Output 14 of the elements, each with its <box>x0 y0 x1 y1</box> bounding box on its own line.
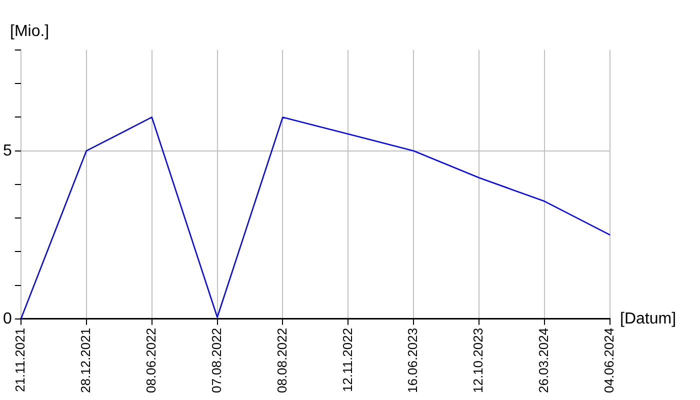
x-tick-label: 08.08.2022 <box>274 328 290 394</box>
x-tick-label: 28.12.2021 <box>78 328 93 394</box>
x-axis-title: [Datum] <box>620 310 676 328</box>
x-tick-label: 12.10.2023 <box>470 328 486 394</box>
y-tick-label: 0 <box>2 310 12 328</box>
x-tick-label: 08.06.2022 <box>143 328 158 394</box>
y-axis-title: [Mio.] <box>10 23 50 40</box>
x-tick-label: 07.08.2022 <box>208 328 224 394</box>
x-tick-label: 12.11.2022 <box>340 328 355 392</box>
y-tick-label: 5 <box>2 142 12 160</box>
x-tick-label: 16.06.2023 <box>405 328 420 394</box>
x-tick-label: 26.03.2024 <box>536 328 552 394</box>
x-tick-label: 21.11.2021 <box>12 328 28 392</box>
x-tick-label: 04.06.2024 <box>602 328 617 394</box>
